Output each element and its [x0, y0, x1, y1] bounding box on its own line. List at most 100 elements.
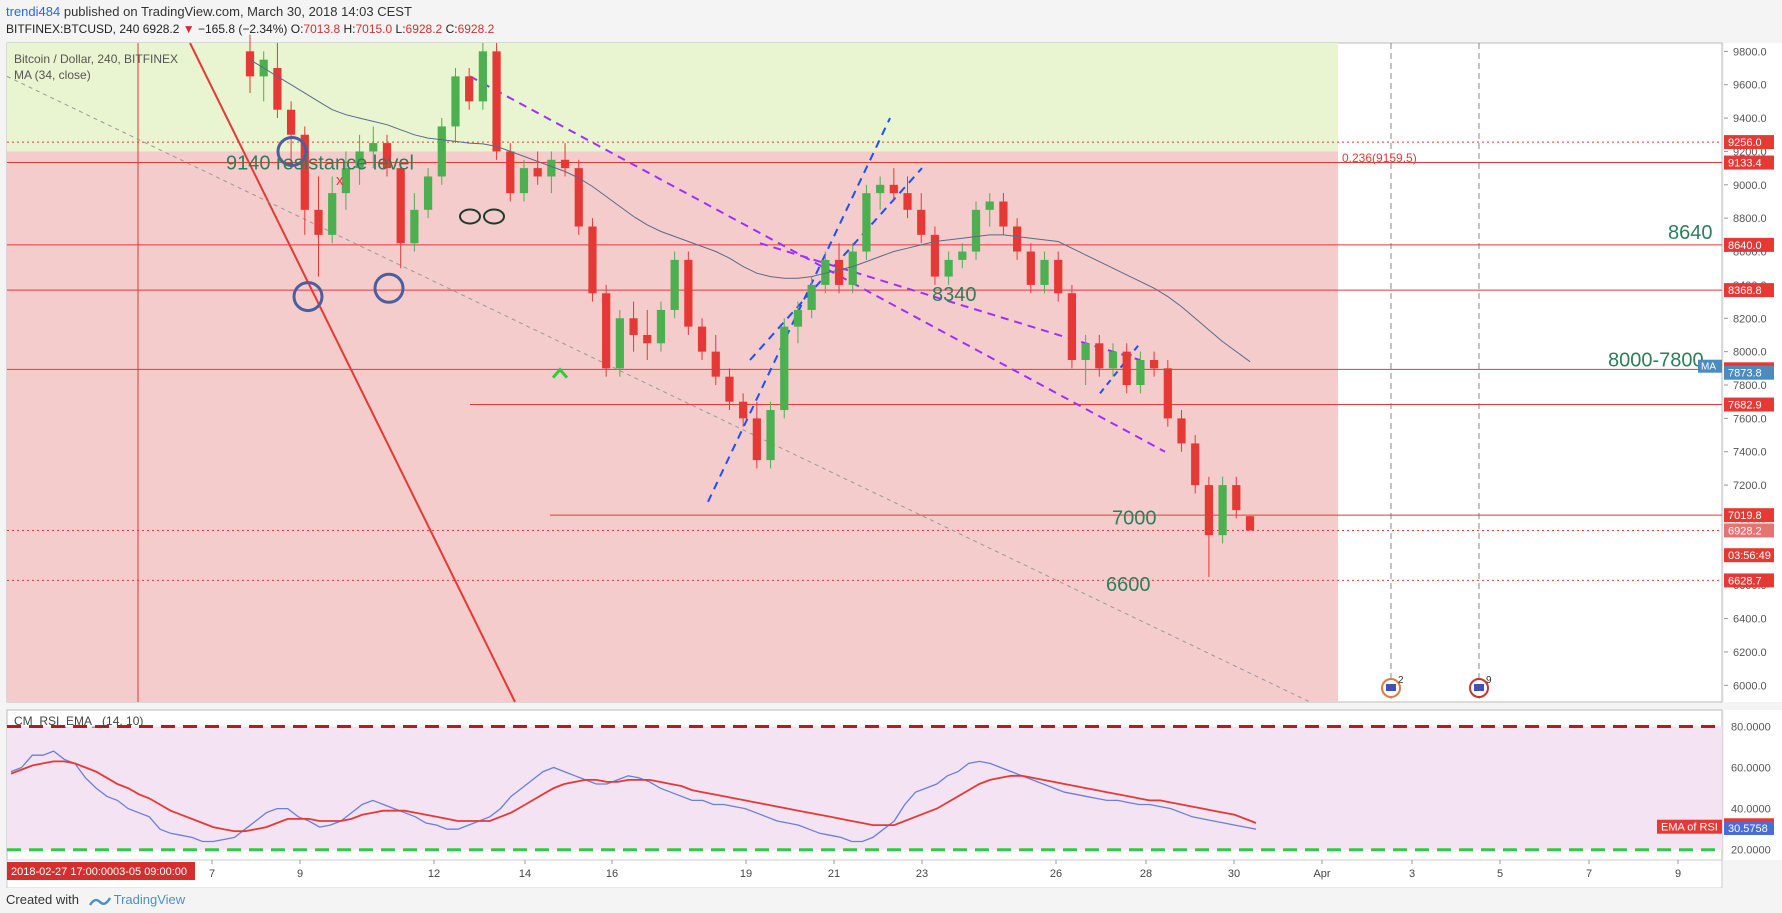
chart-canvas[interactable]: 6000.06200.06400.06600.06800.07000.07200… — [0, 0, 1782, 888]
price-tick-label: 7200.0 — [1733, 480, 1767, 492]
time-tick-label: 12 — [428, 868, 440, 880]
ohlc-line: BITFINEX:BTCUSD, 240 6928.2 ▼ −165.8 (−2… — [6, 22, 494, 36]
price-badge — [1724, 548, 1774, 563]
rsi-axis — [1724, 710, 1782, 860]
double-top-circle — [459, 208, 481, 225]
candle-body — [506, 151, 515, 194]
price-tick-label: 8000.0 — [1733, 347, 1767, 359]
price-badge — [1724, 155, 1774, 170]
main-legend: Bitcoin / Dollar, 240, BITFINEX MA (34, … — [14, 51, 178, 83]
author-link[interactable]: trendi484 — [6, 4, 61, 19]
ma34-line — [249, 59, 1251, 363]
candle-body — [492, 51, 501, 152]
down-arrow-icon: ▼ — [182, 22, 195, 36]
ema-of-rsi-label: EMA of RSI — [1661, 822, 1718, 834]
rsi-ema-line — [10, 760, 1257, 833]
candle-body — [629, 318, 638, 335]
candle-body — [752, 418, 761, 461]
candle-body — [971, 209, 981, 252]
candle-body — [519, 168, 529, 194]
candle-body — [602, 293, 611, 369]
candle-body — [560, 159, 570, 169]
time-tick-label: 16 — [606, 868, 618, 880]
price-tick-label: 6000.0 — [1733, 680, 1767, 692]
price-badge-label: 03:56:49 — [1728, 550, 1771, 562]
double-top-circle — [483, 208, 505, 225]
flag-icon — [1474, 684, 1484, 691]
price-tick-label: 6200.0 — [1733, 647, 1767, 659]
price-badge-label: 6928.2 — [1728, 525, 1762, 537]
price-badge — [1724, 523, 1774, 538]
highlight-circle — [373, 272, 405, 304]
close-value: 6928.2 — [457, 22, 495, 36]
support-zone — [7, 151, 1338, 702]
time-tick-label: 26 — [1050, 868, 1062, 880]
candle-body — [1232, 485, 1241, 511]
price-tick-label: 7400.0 — [1733, 447, 1767, 459]
ma-indicator-label[interactable]: MA (34, close) — [14, 68, 91, 82]
candle-body — [848, 251, 857, 285]
rsi-tick-label: 60.0000 — [1731, 763, 1771, 775]
candle-body — [889, 184, 898, 194]
time-tick-label: 7 — [209, 868, 215, 880]
highlight-circle — [276, 135, 308, 167]
time-tick-label: 5 — [1497, 868, 1503, 880]
rsi-legend[interactable]: CM_RSI_EMA_ (14, 10) — [14, 714, 144, 728]
candle-body — [437, 126, 446, 177]
candle-body — [1204, 485, 1214, 536]
time-tick-label: 19 — [740, 868, 752, 880]
channel-line-upper — [469, 75, 1166, 453]
candle-body — [780, 326, 789, 411]
low-label: L: — [395, 22, 406, 36]
candle-body — [903, 193, 912, 210]
time-tick-label: 28 — [1140, 868, 1152, 880]
candle-body — [369, 143, 378, 152]
candle-body — [821, 259, 830, 285]
resistance-zone — [7, 43, 1338, 152]
rsi-line — [10, 750, 1257, 843]
candle-body — [1218, 485, 1227, 536]
candle-body — [314, 209, 323, 235]
price-badge — [1724, 573, 1774, 588]
price-badge — [1724, 508, 1774, 523]
fib-label: 0.236(9159.5) — [1342, 151, 1417, 165]
candle-body — [1013, 226, 1022, 252]
price-badge-label: 7019.8 — [1728, 510, 1762, 522]
price-badge-label: 9133.4 — [1728, 158, 1762, 170]
ma-badge — [1698, 359, 1722, 373]
tradingview-brand[interactable]: TradingView — [113, 892, 186, 907]
candle-body — [574, 168, 583, 227]
candle-body — [355, 151, 364, 169]
price-badge-label: 8368.8 — [1728, 285, 1762, 297]
price-badge — [1724, 283, 1774, 298]
candle-body — [245, 51, 255, 77]
ema-of-rsi-badge — [1657, 819, 1722, 834]
long-dashed-trendline — [6, 75, 1311, 703]
created-with-text: Created with — [6, 892, 79, 907]
event-count: 9 — [1486, 675, 1492, 686]
candle-body — [944, 259, 953, 277]
publish-line: trendi484 published on TradingView.com, … — [6, 4, 412, 19]
rsi-band — [7, 726, 1722, 850]
candle-body — [985, 201, 994, 210]
time-tick-label: 30 — [1228, 868, 1240, 880]
time-tick-label: 9 — [297, 868, 303, 880]
candle-body — [1081, 343, 1090, 360]
time-tick-label: 21 — [828, 868, 840, 880]
high-label: H: — [343, 22, 356, 36]
price-tick-label: 9600.0 — [1733, 80, 1767, 92]
price-badge — [1724, 135, 1774, 150]
time-tick-label: 3 — [1409, 868, 1415, 880]
candle-body — [341, 168, 350, 194]
candle-body — [876, 184, 885, 194]
candle-body — [1054, 259, 1063, 294]
candle-body — [1150, 359, 1159, 369]
candle-body — [328, 193, 337, 235]
candle-body — [1122, 351, 1131, 386]
rsi-tick-label: 80.0000 — [1731, 721, 1771, 733]
candle-body — [300, 134, 309, 210]
high-value: 7015.0 — [355, 22, 393, 36]
candle-body — [725, 376, 734, 402]
candle-body — [451, 76, 460, 127]
candle-body — [697, 326, 707, 352]
